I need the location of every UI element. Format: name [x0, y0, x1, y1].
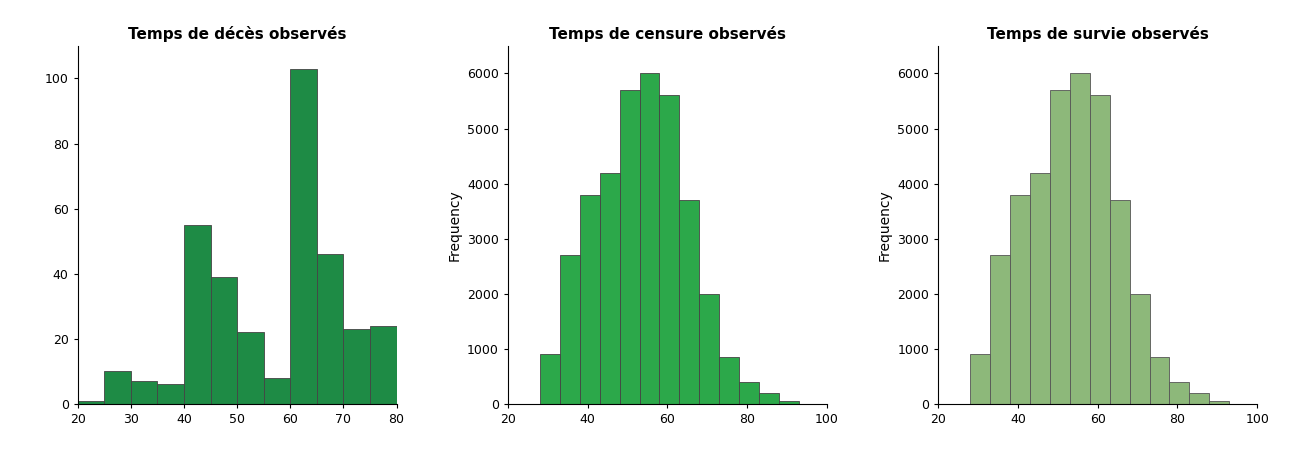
Bar	[1090, 95, 1109, 404]
Bar	[104, 371, 131, 404]
Bar	[210, 277, 237, 404]
Bar	[184, 225, 210, 404]
Title: Temps de décès observés: Temps de décès observés	[128, 26, 346, 42]
Bar	[290, 69, 316, 404]
Bar	[619, 90, 639, 404]
Bar	[316, 254, 343, 404]
Bar	[719, 357, 739, 404]
Y-axis label: Frequency: Frequency	[877, 189, 892, 261]
Bar	[679, 200, 700, 404]
Bar	[1150, 357, 1169, 404]
Title: Temps de survie observés: Temps de survie observés	[986, 26, 1209, 42]
Bar	[78, 401, 104, 404]
Bar	[237, 332, 263, 404]
Bar	[560, 255, 579, 404]
Bar	[660, 95, 679, 404]
Bar	[1050, 90, 1070, 404]
Bar	[1030, 173, 1050, 404]
Bar	[157, 384, 184, 404]
Bar	[397, 378, 422, 404]
Bar	[1130, 294, 1150, 404]
Bar	[971, 354, 990, 404]
Bar	[131, 381, 157, 404]
Bar	[759, 393, 779, 404]
Bar	[1169, 382, 1190, 404]
Bar	[1070, 73, 1090, 404]
Bar	[1010, 195, 1030, 404]
Bar	[779, 401, 798, 404]
Title: Temps de censure observés: Temps de censure observés	[550, 26, 785, 42]
Bar	[700, 294, 719, 404]
Bar	[639, 73, 660, 404]
Bar	[1190, 393, 1209, 404]
Bar	[739, 382, 759, 404]
Bar	[990, 255, 1010, 404]
Bar	[1109, 200, 1130, 404]
Bar	[579, 195, 600, 404]
Y-axis label: Frequency: Frequency	[447, 189, 461, 261]
Bar	[369, 326, 397, 404]
Bar	[540, 354, 560, 404]
Bar	[263, 378, 290, 404]
Bar	[1209, 401, 1229, 404]
Bar	[343, 329, 369, 404]
Bar	[600, 173, 619, 404]
